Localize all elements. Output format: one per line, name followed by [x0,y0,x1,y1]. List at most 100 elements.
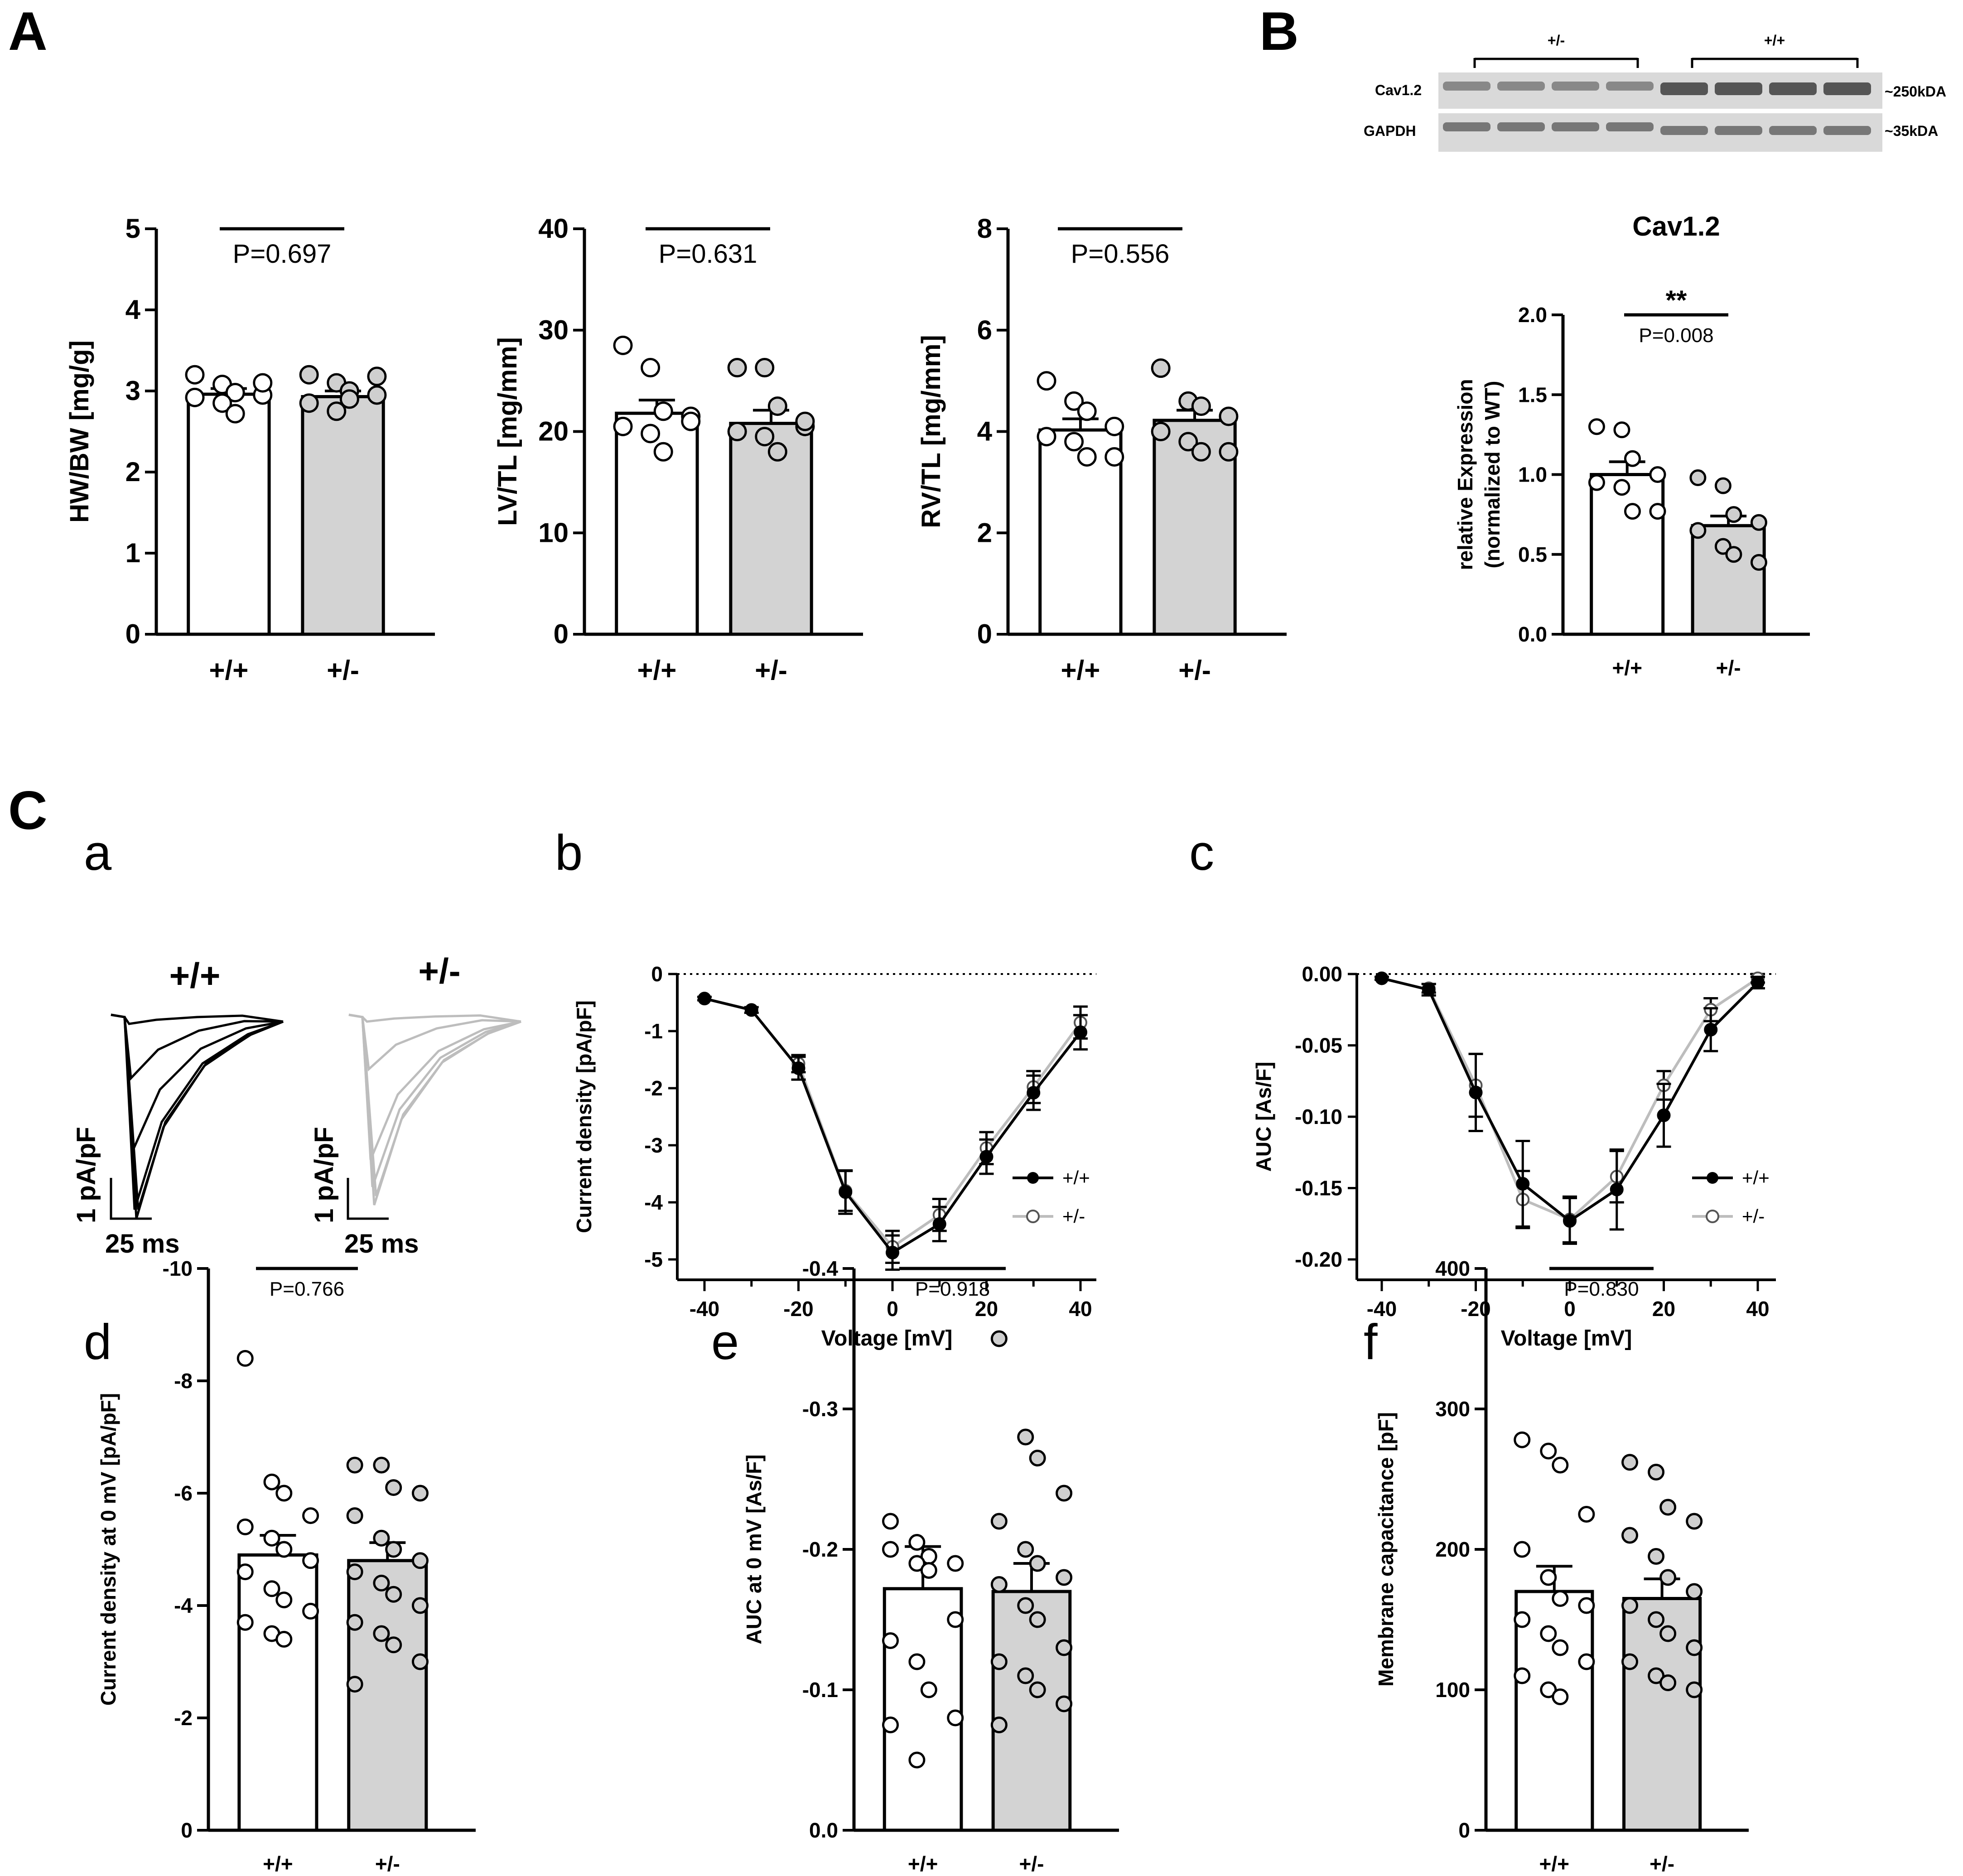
data-point [681,411,701,431]
data-point [373,1529,390,1547]
data-point [385,1636,402,1654]
legend-marker-het [1026,1210,1040,1223]
y-tick-label: 30 [538,315,569,345]
y-tick-label: -10 [163,1257,193,1280]
data-point [385,1479,402,1496]
data-point [1029,1450,1046,1466]
blot-row-cav12: Cav1.2 [1375,82,1422,98]
current-trace [348,1013,521,1196]
data-point [1659,1625,1677,1642]
y-tick-label: -8 [174,1369,193,1393]
data-point [299,393,319,413]
legend-label-het: +/- [1742,1206,1765,1227]
p-value: P=0.631 [659,239,757,269]
significance-stars: ** [1666,285,1687,315]
y-tick-label: -0.20 [1295,1248,1342,1271]
category-label: +/- [755,655,787,685]
bar-wt [1590,473,1665,636]
blot-row-gapdh: GAPDH [1364,123,1416,139]
legend-label-het: +/- [1062,1206,1085,1227]
data-point [302,1602,319,1620]
blot-size-250: ~250kDA [1885,83,1946,100]
data-point [882,1513,899,1530]
data-point [346,1507,363,1524]
data-point-wt [744,1003,758,1017]
y-tick-label: 4 [125,294,141,325]
x-tick-label: 0 [887,1297,898,1321]
data-point [755,358,775,378]
y-tick-label: 40 [538,213,569,244]
blot-band-gapdh [1497,122,1545,131]
y-tick-label: 5 [125,213,140,244]
x-tick-label: -40 [690,1297,719,1321]
category-label: +/+ [263,1852,293,1876]
data-point [1029,1555,1046,1572]
data-point [1064,391,1084,411]
data-point-wt [1704,1022,1718,1037]
data-point [1578,1653,1595,1670]
data-point [1621,1527,1639,1544]
current-trace [111,1013,284,1081]
data-point [882,1541,899,1558]
data-point [1540,1569,1557,1586]
data-point [327,401,347,421]
y-tick-label: 2 [977,517,992,548]
data-point [1613,421,1630,439]
data-point [1514,1431,1531,1448]
y-tick-label: -0.10 [1295,1105,1342,1128]
y-tick-label: 0.00 [1302,962,1342,986]
y-tick-label: 300 [1435,1397,1470,1421]
data-point [1017,1597,1034,1614]
data-point-wt [932,1217,946,1231]
data-point [1077,401,1097,421]
data-point [1151,422,1171,441]
data-point [1686,1513,1703,1530]
data-point [346,1676,363,1693]
data-point [253,373,273,393]
data-point [1037,371,1056,391]
data-point [263,1580,280,1597]
data-point [882,1717,899,1733]
blot-band-cav12 [1606,82,1654,91]
x-tick-label: 20 [1652,1297,1675,1321]
panel-label-a: A [8,1,48,62]
category-label: +/+ [908,1852,938,1876]
data-point [1613,479,1630,496]
data-point-wt [1563,1214,1577,1228]
blot-group-wt: +/+ [1764,32,1785,48]
data-point [1191,396,1211,416]
data-point-wt [1610,1182,1624,1196]
data-point [990,1653,1008,1670]
y-tick-label: 0 [1458,1818,1470,1842]
data-point [920,1562,937,1579]
data-point [1219,442,1239,462]
data-point [1725,506,1742,523]
y-tick-label: 0 [977,619,992,649]
chart-cd: 0 -2 -4 -6 -8 -10 +/+ +/- P=0.766 Current density… [96,1257,476,1876]
data-point [1648,1464,1665,1481]
blot-band-cav12 [1769,82,1817,95]
data-point [385,1541,402,1558]
legend-label-wt: +/+ [1742,1167,1770,1188]
data-point [947,1611,964,1628]
data-point [1017,1541,1034,1558]
traces-het [348,1013,521,1206]
current-traces: +/+ +/- 1 pA/pF 1 pA/pF 25 ms 25 ms [72,951,521,1259]
chart-a3: 0 2 4 6 8 +/+ +/- P=0.556 RV/TL [mg/mm] [916,213,1287,685]
data-point [641,358,661,378]
y-axis-label: AUC at 0 mV [As/F] [742,1454,766,1644]
data-point-wt [1516,1177,1530,1191]
y-tick-label: -2 [644,1076,663,1100]
legend-marker-het [1706,1210,1719,1223]
y-tick-label: 20 [538,416,569,447]
data-point [275,1485,293,1502]
data-point [1191,442,1211,462]
x-tick-label: 20 [975,1297,998,1321]
data-point [1219,406,1239,426]
x-axis-label: Voltage [mV] [821,1326,953,1350]
data-point [1552,1590,1569,1607]
data-point [1056,1569,1073,1586]
current-trace [111,1013,284,1152]
y-tick-label: -5 [644,1248,663,1271]
data-point [1750,514,1767,531]
